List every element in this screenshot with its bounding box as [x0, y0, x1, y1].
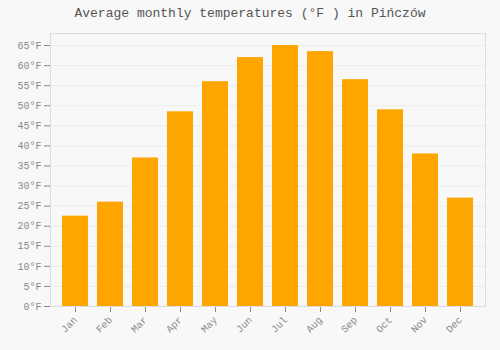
svg-text:May: May [199, 315, 220, 336]
svg-text:40°F: 40°F [17, 141, 41, 152]
svg-text:Dec: Dec [444, 315, 465, 336]
svg-text:50°F: 50°F [17, 101, 41, 112]
svg-text:Jul: Jul [269, 315, 290, 336]
svg-text:45°F: 45°F [17, 121, 41, 132]
svg-text:Feb: Feb [94, 315, 115, 336]
svg-text:Apr: Apr [164, 315, 185, 336]
html-text:Average monthly temperatures (: Average monthly temperatures (°F ) in Pi… [74, 6, 426, 21]
svg-text:60°F: 60°F [17, 61, 41, 72]
svg-text:Aug: Aug [304, 315, 325, 336]
svg-text:Nov: Nov [409, 315, 430, 336]
svg-text:Mar: Mar [129, 315, 150, 336]
svg-text:Jan: Jan [59, 315, 80, 336]
svg-text:Sep: Sep [339, 315, 360, 336]
svg-text:10°F: 10°F [17, 262, 41, 273]
svg-text:0°F: 0°F [23, 302, 41, 313]
svg-text:65°F: 65°F [17, 41, 41, 52]
svg-text:30°F: 30°F [17, 181, 41, 192]
svg-text:25°F: 25°F [17, 201, 41, 212]
svg-text:35°F: 35°F [17, 161, 41, 172]
svg-text:55°F: 55°F [17, 81, 41, 92]
svg-text:15°F: 15°F [17, 241, 41, 252]
svg-text:5°F: 5°F [23, 282, 41, 293]
svg-text:Jun: Jun [234, 315, 255, 336]
svg-text:20°F: 20°F [17, 221, 41, 232]
svg-text:Oct: Oct [374, 315, 395, 336]
